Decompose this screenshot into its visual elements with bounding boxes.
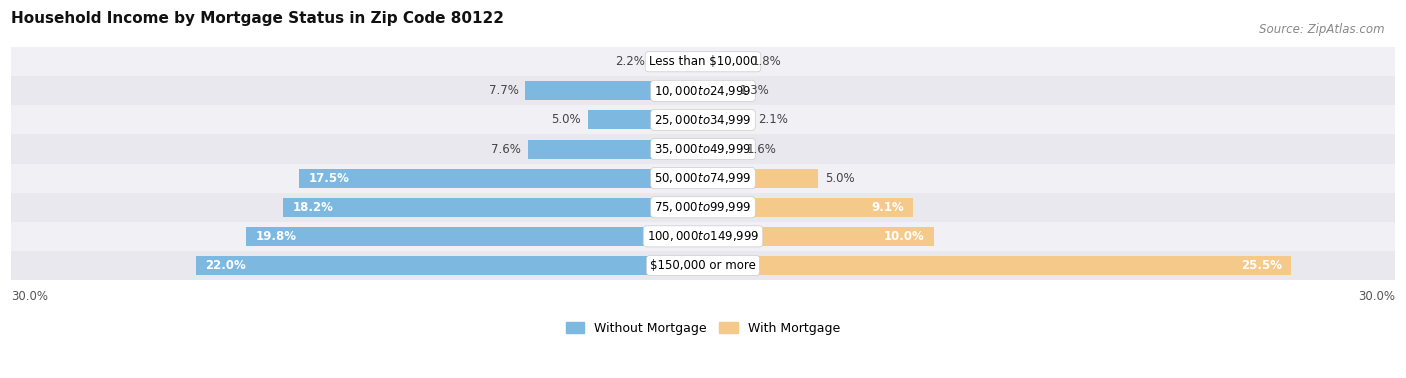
Text: 7.6%: 7.6%: [491, 143, 520, 156]
Legend: Without Mortgage, With Mortgage: Without Mortgage, With Mortgage: [561, 317, 845, 340]
Bar: [0, 251, 1406, 280]
Bar: [703, 110, 751, 129]
Bar: [703, 256, 1291, 275]
Bar: [527, 139, 703, 158]
Text: $75,000 to $99,999: $75,000 to $99,999: [654, 200, 752, 214]
Bar: [0, 47, 1406, 76]
Text: 22.0%: 22.0%: [205, 259, 246, 272]
Text: 18.2%: 18.2%: [292, 201, 333, 214]
Bar: [703, 81, 733, 100]
Bar: [195, 256, 703, 275]
Text: 2.1%: 2.1%: [758, 113, 789, 127]
Text: $25,000 to $34,999: $25,000 to $34,999: [654, 113, 752, 127]
Bar: [246, 227, 703, 246]
Bar: [703, 198, 912, 217]
Bar: [0, 222, 1406, 251]
Text: 1.3%: 1.3%: [740, 84, 769, 98]
Bar: [0, 135, 1406, 164]
Bar: [0, 76, 1406, 105]
Bar: [703, 169, 818, 187]
Bar: [283, 198, 703, 217]
Text: 7.7%: 7.7%: [489, 84, 519, 98]
Text: $150,000 or more: $150,000 or more: [650, 259, 756, 272]
Text: 1.6%: 1.6%: [747, 143, 776, 156]
Bar: [0, 193, 1406, 222]
Text: 9.1%: 9.1%: [870, 201, 904, 214]
Text: $10,000 to $24,999: $10,000 to $24,999: [654, 84, 752, 98]
Text: $100,000 to $149,999: $100,000 to $149,999: [647, 229, 759, 243]
Bar: [703, 227, 934, 246]
Bar: [703, 139, 740, 158]
Text: 5.0%: 5.0%: [825, 172, 855, 185]
Text: $50,000 to $74,999: $50,000 to $74,999: [654, 171, 752, 185]
Bar: [0, 105, 1406, 135]
Bar: [588, 110, 703, 129]
Text: 25.5%: 25.5%: [1241, 259, 1282, 272]
Text: 30.0%: 30.0%: [1358, 290, 1395, 303]
Bar: [703, 52, 745, 71]
Bar: [0, 164, 1406, 193]
Text: Less than $10,000: Less than $10,000: [648, 55, 758, 68]
Text: 5.0%: 5.0%: [551, 113, 581, 127]
Text: $35,000 to $49,999: $35,000 to $49,999: [654, 142, 752, 156]
Text: 19.8%: 19.8%: [256, 230, 297, 243]
Text: 17.5%: 17.5%: [309, 172, 350, 185]
Bar: [526, 81, 703, 100]
Text: 10.0%: 10.0%: [883, 230, 924, 243]
Bar: [652, 52, 703, 71]
Text: 30.0%: 30.0%: [11, 290, 48, 303]
Bar: [299, 169, 703, 187]
Text: Household Income by Mortgage Status in Zip Code 80122: Household Income by Mortgage Status in Z…: [11, 11, 505, 26]
Text: 2.2%: 2.2%: [616, 55, 645, 68]
Text: 1.8%: 1.8%: [751, 55, 782, 68]
Text: Source: ZipAtlas.com: Source: ZipAtlas.com: [1260, 23, 1385, 36]
